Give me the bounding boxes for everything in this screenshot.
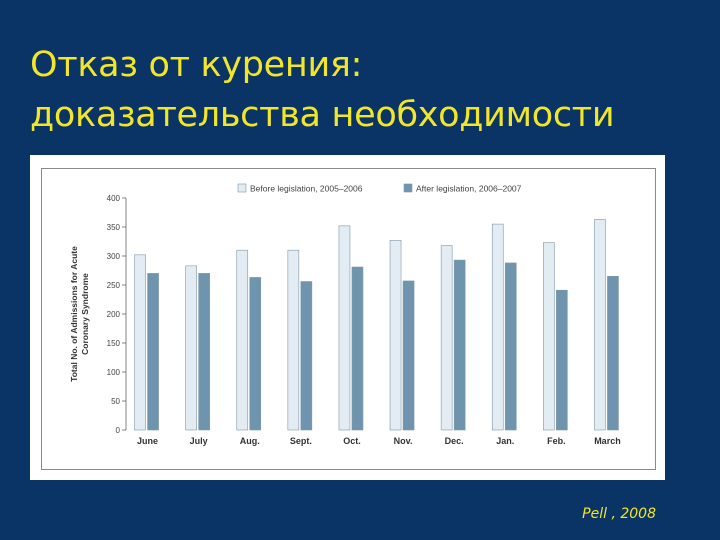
x-tick-label: Feb. (547, 436, 566, 446)
y-tick-label: 0 (116, 426, 121, 435)
bar-before-legislation (287, 249, 300, 431)
bar-after-legislation (300, 281, 313, 431)
x-tick-label: Dec. (445, 436, 464, 446)
bar-after-legislation (607, 276, 619, 431)
bar-after-legislation (504, 262, 517, 431)
x-tick-label: Nov. (394, 436, 413, 446)
bar-before-legislation (389, 240, 402, 431)
bar-before-legislation (440, 245, 453, 431)
y-axis-title: Total No. of Admissions for AcuteCoronar… (69, 246, 90, 382)
slide-title-line-1: Отказ от курения: (30, 45, 363, 85)
bar-before-legislation (543, 242, 555, 431)
bar-after-legislation (351, 266, 364, 431)
bar-chart: 0 50 100 150 200 250 300 350 400 Total No. of Adm… (69, 183, 621, 447)
bar-after-legislation (147, 273, 159, 431)
x-tick-label: June (137, 436, 158, 446)
slide-title-line-2: доказательства необходимости (30, 95, 615, 135)
legend-label-before: Before legislation, 2005–2006 (250, 184, 363, 194)
bar-before-legislation (594, 219, 606, 431)
y-axis-title-line-1: Total No. of Admissions for Acute (69, 246, 79, 382)
bar-after-legislation (556, 289, 568, 431)
chart-frame: 0 50 100 150 200 250 300 350 400 Total No. of Adm… (41, 168, 656, 470)
bar-before-legislation (338, 225, 351, 431)
y-axis-title-line-2: Coronary Syndrome (80, 273, 90, 355)
slide-title: Отказ от курения: доказательства необход… (30, 40, 700, 140)
y-tick-label: 350 (107, 223, 121, 232)
chart-panel: 0 50 100 150 200 250 300 350 400 Total No. of Adm… (30, 155, 665, 480)
y-tick-label: 150 (107, 339, 121, 348)
y-tick-label: 250 (107, 281, 121, 290)
bar-after-legislation (198, 273, 210, 431)
y-tick-label: 200 (107, 310, 121, 319)
y-tick-label: 400 (107, 194, 121, 203)
bar-before-legislation (185, 265, 197, 431)
legend-label-after: After legislation, 2006–2007 (416, 184, 522, 194)
bar-before-legislation (134, 254, 146, 431)
x-tick-label: Aug. (240, 436, 260, 446)
x-tick-label: Jan. (496, 436, 514, 446)
bar-after-legislation (453, 259, 466, 431)
bar-before-legislation (491, 223, 504, 431)
bar-after-legislation (249, 277, 262, 431)
legend-swatch-before (237, 183, 247, 193)
x-tick-label: Sept. (290, 436, 312, 446)
y-tick-label: 100 (107, 368, 121, 377)
bar-before-legislation (236, 249, 249, 431)
x-tick-label: Oct. (343, 436, 361, 446)
legend-swatch-after (403, 183, 413, 193)
y-tick-label: 300 (107, 252, 121, 261)
bar-after-legislation (402, 280, 415, 431)
y-tick-label: 50 (111, 397, 120, 406)
citation: Pell , 2008 (582, 506, 656, 522)
x-tick-label: March (594, 436, 621, 446)
x-tick-label: July (190, 436, 208, 446)
